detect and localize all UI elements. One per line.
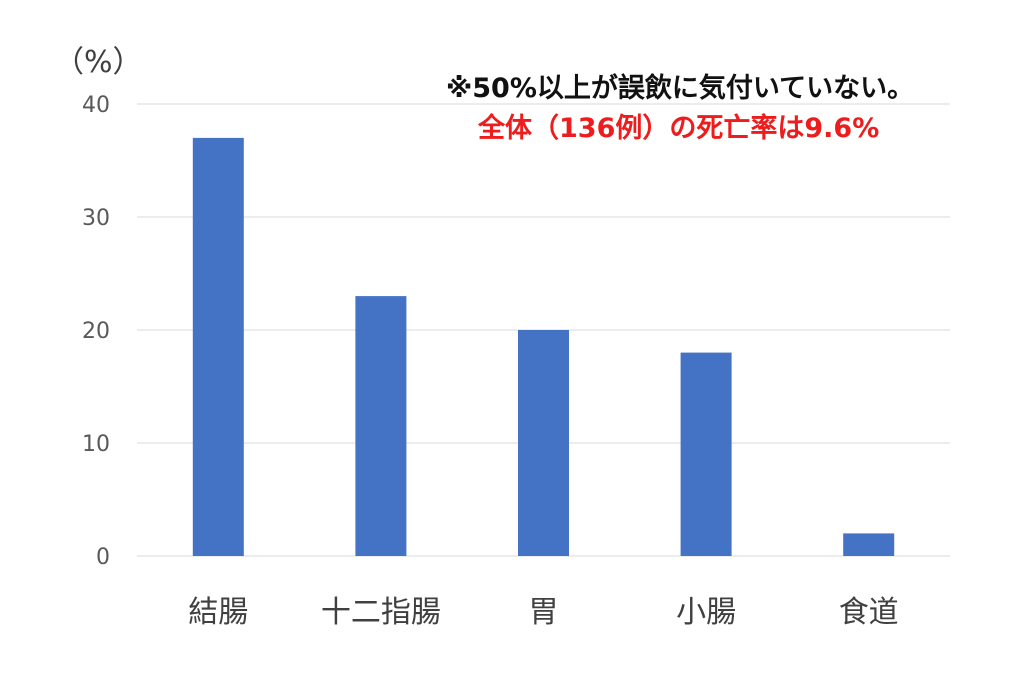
- x-category-label: 胃: [529, 595, 559, 630]
- bar: [843, 533, 895, 556]
- y-tick-label: 0: [96, 545, 110, 570]
- y-tick-label: 20: [82, 319, 110, 344]
- y-tick-label: 30: [82, 206, 110, 231]
- bar: [680, 352, 732, 556]
- y-axis-unit-label: （%）: [54, 45, 143, 80]
- y-axis-ticks: 0 10 20 30 40: [82, 93, 110, 570]
- bar: [355, 296, 407, 556]
- bars: [192, 137, 895, 556]
- x-axis-categories: 結腸 十二指腸 胃 小腸 食道: [188, 595, 898, 630]
- annotation-mortality: 全体（136例）の死亡率は9.6%: [477, 112, 879, 144]
- y-tick-label: 40: [82, 93, 110, 118]
- y-tick-label: 10: [82, 432, 110, 457]
- annotation-note: ※50%以上が誤飲に気付いていない。: [446, 72, 914, 104]
- bar: [518, 330, 569, 556]
- bar: [192, 137, 244, 556]
- x-category-label: 小腸: [676, 595, 736, 630]
- x-category-label: 十二指腸: [321, 595, 441, 630]
- x-category-label: 結腸: [188, 595, 248, 630]
- x-category-label: 食道: [839, 595, 899, 630]
